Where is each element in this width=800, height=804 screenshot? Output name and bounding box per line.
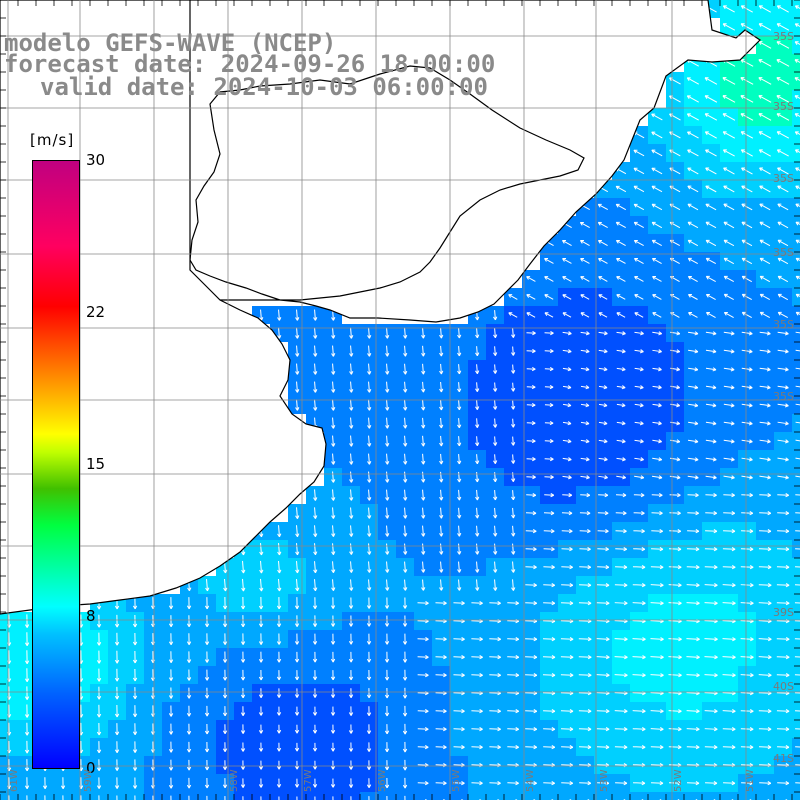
lon-label: 59W (83, 769, 94, 792)
wind-cell (414, 792, 432, 800)
wind-cell (792, 144, 800, 162)
wind-cell (792, 792, 800, 800)
wind-cell (540, 792, 558, 800)
wind-cell (522, 792, 540, 800)
lon-label: 57W (303, 769, 314, 792)
wind-cell (792, 126, 800, 144)
wind-cell (450, 792, 468, 800)
wind-cell (576, 792, 594, 800)
wind-cell (792, 0, 800, 18)
wind-cell (558, 792, 576, 800)
colorbar-unit: [m/s] (30, 131, 74, 149)
wind-cell (594, 792, 612, 800)
wind-cell (486, 792, 504, 800)
wind-cell (720, 792, 738, 800)
wind-cell (792, 72, 800, 90)
colorbar-tick-8: 8 (86, 607, 96, 625)
wind-cell (738, 792, 756, 800)
colorbar-tick-15: 15 (86, 455, 105, 473)
wind-cell (648, 792, 666, 800)
lat-label: 39S (773, 606, 794, 619)
valid-date: valid date: 2024-10-03 06:00:00 (40, 75, 488, 99)
lat-label: 35S (773, 246, 794, 259)
wind-cell (756, 792, 774, 800)
wind-cell (684, 792, 702, 800)
wind-cell (792, 270, 800, 288)
lat-label: 35S (773, 318, 794, 331)
lon-label: 55W (451, 769, 462, 792)
wind-cell (702, 792, 720, 800)
lon-label: 51W (745, 769, 756, 792)
lat-label: 41S (773, 752, 794, 765)
wind-cell (612, 792, 630, 800)
wind-cell (630, 792, 648, 800)
lon-label: 58W (229, 769, 240, 792)
lat-label: 40S (773, 680, 794, 693)
wind-cell (504, 792, 522, 800)
wind-cell (432, 792, 450, 800)
lat-label: 35S (773, 172, 794, 185)
wind-cell (792, 54, 800, 72)
wind-cell (468, 792, 486, 800)
lat-label: 35S (773, 30, 794, 43)
colorbar (32, 160, 80, 769)
colorbar-tick-30: 30 (86, 151, 105, 169)
lon-label: 56W (377, 769, 388, 792)
colorbar-tick-22: 22 (86, 303, 105, 321)
lat-label: 35S (773, 390, 794, 403)
wind-cell (792, 216, 800, 234)
lat-label: 35S (773, 100, 794, 113)
lon-label: 52W (673, 769, 684, 792)
wind-cell (792, 198, 800, 216)
lon-label: 54W (525, 769, 536, 792)
wind-cell (666, 792, 684, 800)
lon-label: 61W (9, 769, 20, 792)
wind-cell (792, 288, 800, 306)
lon-label: 53W (599, 769, 610, 792)
wind-cell (774, 792, 792, 800)
